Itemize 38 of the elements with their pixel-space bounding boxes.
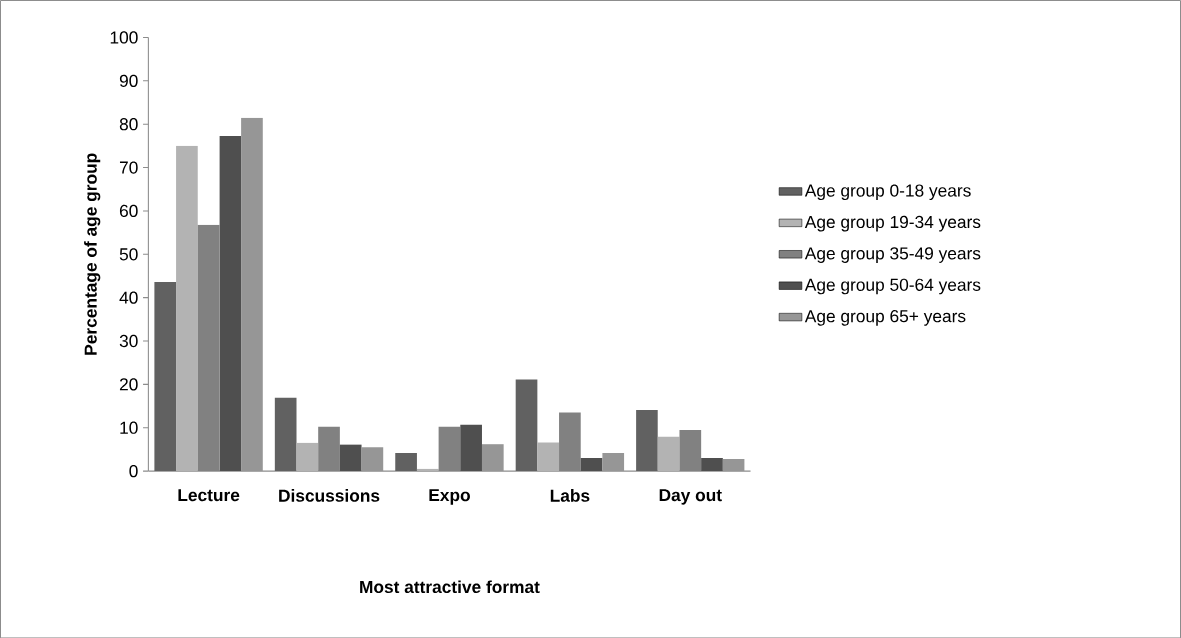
bar [657, 436, 680, 471]
legend-label: Age group 50-64 years [804, 278, 981, 295]
bar [580, 457, 603, 471]
y-tick-label: 20 [119, 378, 138, 391]
y-tick-label: 100 [110, 31, 138, 44]
legend-label: Age group 65+ years [804, 309, 966, 326]
legend-label: Age group 19-34 years [804, 215, 981, 232]
legend-label: Age group 0-18 years [804, 184, 971, 200]
bar [219, 135, 242, 471]
y-tick-label: 70 [119, 161, 138, 174]
bar [460, 424, 482, 471]
bar [416, 468, 439, 471]
bar [636, 409, 658, 471]
y-tick-label: 50 [119, 247, 138, 261]
x-tick-label: Expo [429, 488, 470, 505]
x-axis-title: Most attractive format [360, 580, 540, 593]
bar [515, 379, 538, 471]
legend-label: Age group 35-49 years [804, 247, 981, 263]
x-tick-label: Discussions [279, 488, 380, 502]
y-tick-label: 60 [119, 204, 138, 217]
x-tick-label: Labs [550, 488, 590, 502]
bar [274, 397, 297, 471]
bar [537, 442, 560, 471]
y-tick-label: 80 [119, 117, 138, 131]
bar [395, 452, 417, 471]
y-tick-label: 10 [120, 421, 138, 434]
x-tick-label: Lecture [178, 488, 240, 501]
bar [154, 281, 177, 471]
y-tick-label: 30 [119, 334, 138, 347]
y-tick-label: 90 [119, 74, 138, 87]
x-tick-label: Day out [659, 488, 722, 505]
bar [339, 444, 362, 471]
bar [296, 442, 319, 471]
y-tick-label: 40 [119, 291, 138, 304]
y-axis-title: Percentage of age group [84, 153, 101, 355]
y-tick-label: 0 [129, 464, 138, 477]
bar [176, 145, 198, 471]
bar [701, 457, 723, 471]
